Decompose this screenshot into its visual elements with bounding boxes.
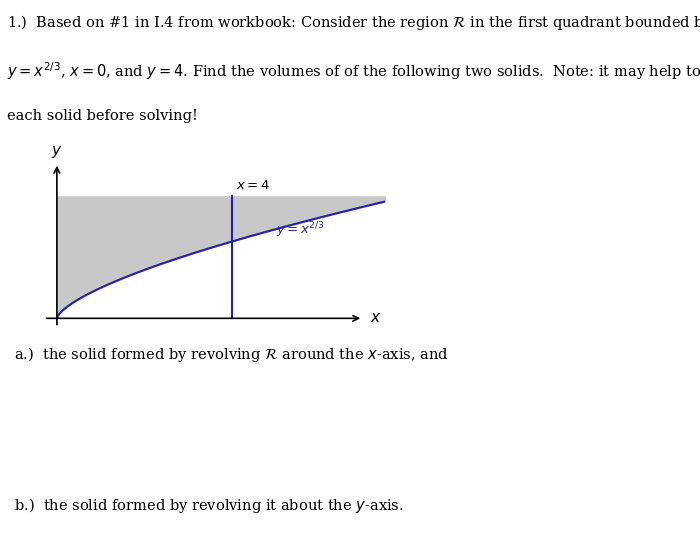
Text: $y = x^{2/3}$, $x = 0$, and $y = 4$. Find the volumes of of the following two so: $y = x^{2/3}$, $x = 0$, and $y = 4$. Fin… [7,61,700,82]
Text: $x = 4$: $x = 4$ [237,179,270,192]
Text: b.)  the solid formed by revolving it about the $y$-axis.: b.) the solid formed by revolving it abo… [14,496,404,515]
Text: $x$: $x$ [370,312,382,325]
Text: $y = x^{2/3}$: $y = x^{2/3}$ [276,220,325,240]
Text: $y$: $y$ [51,144,63,160]
Text: a.)  the solid formed by revolving $\mathcal{R}$ around the $x$-axis, and: a.) the solid formed by revolving $\math… [14,345,449,364]
Text: 1.)  Based on #1 in I.4 from workbook: Consider the region $\mathcal{R}$ in the : 1.) Based on #1 in I.4 from workbook: Co… [7,13,700,32]
Text: each solid before solving!: each solid before solving! [7,109,198,123]
